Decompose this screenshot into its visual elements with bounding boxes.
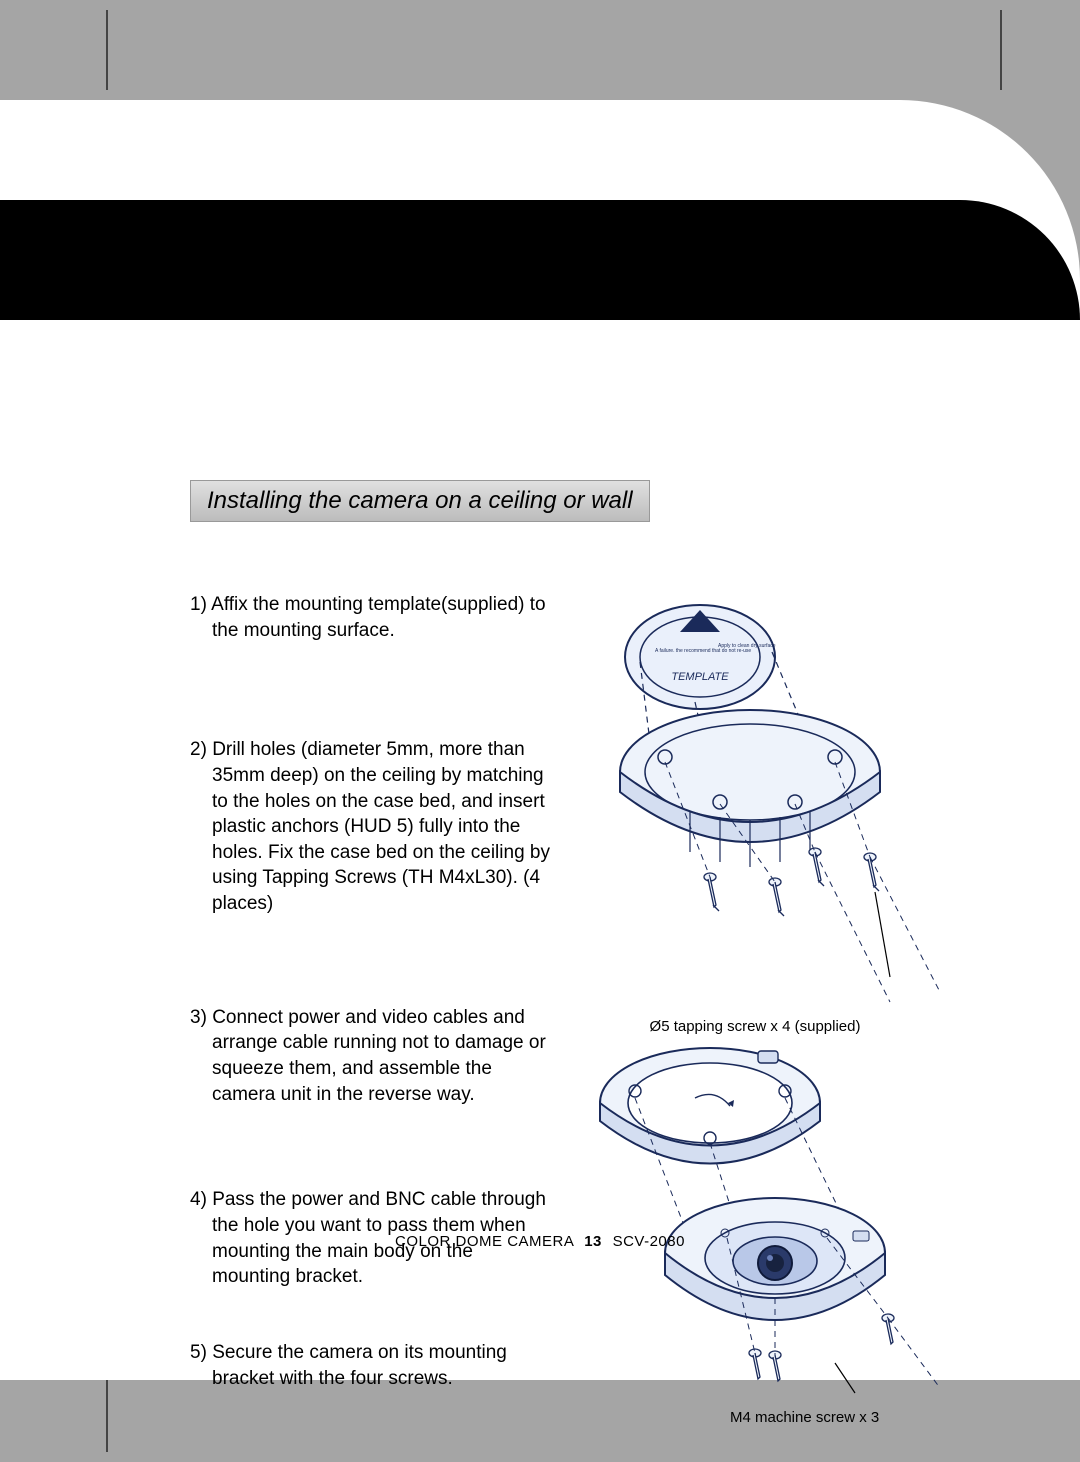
figure-1-caption: Ø5 tapping screw x 4 (supplied) bbox=[580, 1018, 930, 1035]
step-text: Secure the camera on its mounting bracke… bbox=[212, 1342, 507, 1389]
header-bar bbox=[0, 200, 1080, 320]
footer-right: SCV-2080 bbox=[613, 1233, 685, 1250]
step-number: 3) bbox=[190, 1007, 207, 1028]
step-text: Affix the mounting template(supplied) to… bbox=[211, 594, 545, 641]
step-5: 5) Secure the camera on its mounting bra… bbox=[190, 1340, 550, 1391]
crop-mark bbox=[106, 1372, 108, 1452]
text-column: 1) Affix the mounting template(supplied)… bbox=[190, 592, 550, 1434]
footer-left: COLOR DOME CAMERA bbox=[395, 1233, 574, 1250]
step-text: Connect power and video cables and arran… bbox=[212, 1007, 546, 1105]
svg-text:Apply to clean dry surface: Apply to clean dry surface bbox=[718, 643, 776, 649]
step-number: 4) bbox=[190, 1189, 207, 1210]
figure-column: TEMPLATE A failure. the recommend that d… bbox=[580, 592, 1000, 1434]
step-number: 2) bbox=[190, 739, 207, 760]
step-3: 3) Connect power and video cables and ar… bbox=[190, 1005, 550, 1108]
figure-2-illustration bbox=[580, 1043, 990, 1403]
page: Installing the camera on a ceiling or wa… bbox=[0, 100, 1080, 1380]
crop-mark bbox=[1000, 10, 1002, 90]
step-number: 1) bbox=[190, 594, 207, 615]
step-number: 5) bbox=[190, 1342, 207, 1363]
section-title: Installing the camera on a ceiling or wa… bbox=[190, 480, 650, 522]
figure-1-illustration: TEMPLATE A failure. the recommend that d… bbox=[580, 592, 990, 1012]
step-text: Drill holes (diameter 5mm, more than 35m… bbox=[212, 739, 550, 914]
page-footer: COLOR DOME CAMERA 13 SCV-2080 bbox=[0, 1233, 1080, 1250]
step-2: 2) Drill holes (diameter 5mm, more than … bbox=[190, 737, 550, 916]
page-number: 13 bbox=[584, 1233, 602, 1250]
figure-2-caption: M4 machine screw x 3 bbox=[730, 1409, 1000, 1426]
page-margin-top bbox=[0, 0, 1080, 100]
content-area: Installing the camera on a ceiling or wa… bbox=[190, 480, 1010, 1434]
step-1: 1) Affix the mounting template(supplied)… bbox=[190, 592, 550, 643]
template-label: TEMPLATE bbox=[671, 671, 729, 683]
crop-mark bbox=[106, 10, 108, 90]
two-column-layout: 1) Affix the mounting template(supplied)… bbox=[190, 592, 1010, 1434]
